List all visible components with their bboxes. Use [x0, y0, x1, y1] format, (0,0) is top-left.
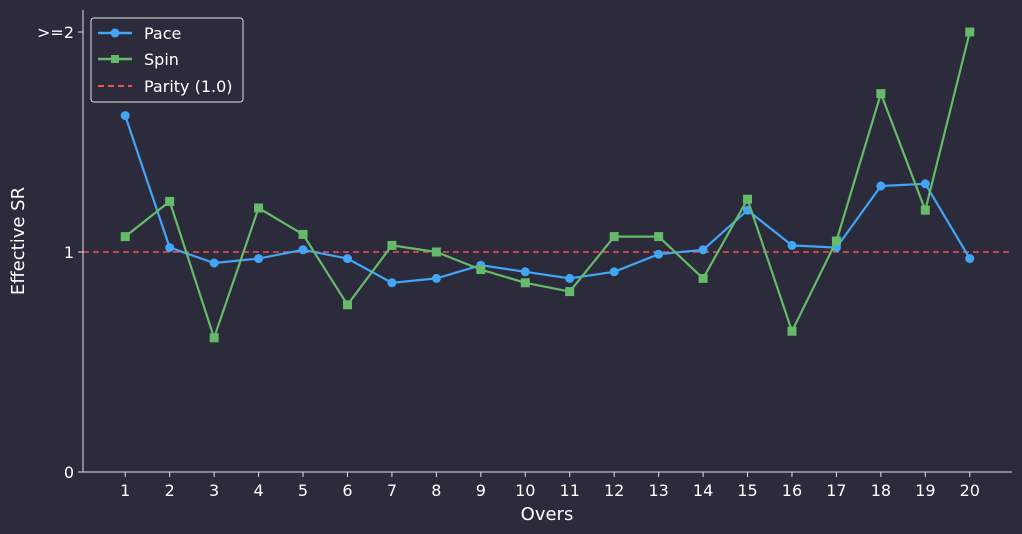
- y-tick-label: >=2: [37, 23, 74, 42]
- series-spin-point: [120, 232, 130, 242]
- x-tick-label: 13: [648, 481, 668, 500]
- x-tick-label: 12: [604, 481, 624, 500]
- legend-spin-marker: [111, 55, 119, 63]
- legend-box: [90, 17, 244, 103]
- series-pace-point: [298, 245, 308, 255]
- series-pace-point: [965, 254, 975, 264]
- x-tick-label: 17: [826, 481, 846, 500]
- y-axis-label: Effective SR: [8, 187, 29, 295]
- series-spin-line: [124, 31, 971, 339]
- x-tick-label: 20: [960, 481, 980, 500]
- series-pace-point: [920, 179, 930, 189]
- series-spin-point: [965, 27, 975, 37]
- series-pace-point: [654, 249, 664, 259]
- series-pace-point: [254, 254, 264, 264]
- legend-pace-marker: [110, 28, 120, 38]
- series-spin-point: [876, 89, 886, 99]
- x-tick-label: 5: [298, 481, 308, 500]
- legend-entry-parity: Parity (1.0): [98, 77, 233, 96]
- series-spin-point: [920, 205, 930, 215]
- series-pace-point: [165, 243, 175, 253]
- series-spin-point: [520, 278, 530, 288]
- x-tick-label: 10: [515, 481, 535, 500]
- x-tick-label: 1: [120, 481, 130, 500]
- series-spin-point: [698, 273, 708, 283]
- x-axis-label: Overs: [521, 504, 574, 525]
- series-spin-point: [254, 203, 264, 213]
- series-spin-point: [831, 236, 841, 246]
- series-spin-point: [476, 265, 486, 275]
- series-pace-point: [565, 273, 575, 283]
- series-pace-point: [431, 273, 441, 283]
- x-tick-label: 9: [476, 481, 486, 500]
- legend-spin-label: Spin: [144, 50, 179, 69]
- x-tick-label: 3: [209, 481, 219, 500]
- x-tick-label: 4: [253, 481, 263, 500]
- series-spin-point: [431, 247, 441, 257]
- series-spin-point: [342, 300, 352, 310]
- series-spin-point: [787, 326, 797, 336]
- series-spin-point: [165, 196, 175, 206]
- series-spin-point: [609, 232, 619, 242]
- series-pace-point: [787, 240, 797, 250]
- series-spin-point: [209, 333, 219, 343]
- legend-pace-label: Pace: [144, 24, 181, 43]
- series-spin-point: [654, 232, 664, 242]
- series-layer: [120, 27, 975, 343]
- legend: Pace Spin Parity (1.0): [90, 17, 244, 103]
- series-pace-point: [698, 245, 708, 255]
- x-tick-label: 7: [387, 481, 397, 500]
- series-spin-point: [565, 287, 575, 297]
- x-ticks: 1 2 3 4 5 6 7 8 9 10 11 12 13 14 15 16 17 18 19 20: [120, 472, 980, 500]
- series-pace-point: [342, 254, 352, 264]
- series-pace-point: [609, 267, 619, 277]
- series-spin-point: [298, 229, 308, 239]
- x-tick-label: 15: [737, 481, 757, 500]
- series-pace-point: [120, 111, 130, 121]
- series-pace: [120, 111, 975, 288]
- series-pace-point: [209, 258, 219, 268]
- legend-entry-pace: Pace: [98, 24, 181, 43]
- series-pace-point: [520, 267, 530, 277]
- series-pace-point: [387, 278, 397, 288]
- x-tick-label: 18: [871, 481, 891, 500]
- series-spin: [120, 27, 975, 343]
- series-spin-point: [743, 194, 753, 204]
- x-tick-label: 2: [165, 481, 175, 500]
- series-spin-point: [387, 240, 397, 250]
- x-tick-label: 11: [560, 481, 580, 500]
- y-tick-label: 0: [64, 463, 74, 482]
- x-tick-label: 14: [693, 481, 713, 500]
- y-ticks: 0 1 >=2: [37, 23, 83, 482]
- x-tick-label: 8: [431, 481, 441, 500]
- y-tick-label: 1: [64, 243, 74, 262]
- legend-parity-label: Parity (1.0): [144, 77, 233, 96]
- x-tick-label: 16: [782, 481, 802, 500]
- series-pace-point: [876, 181, 886, 191]
- x-tick-label: 6: [342, 481, 352, 500]
- legend-entry-spin: Spin: [98, 50, 179, 69]
- axes-layer: [82, 10, 1012, 473]
- x-tick-label: 19: [915, 481, 935, 500]
- series-pace-line: [124, 115, 971, 284]
